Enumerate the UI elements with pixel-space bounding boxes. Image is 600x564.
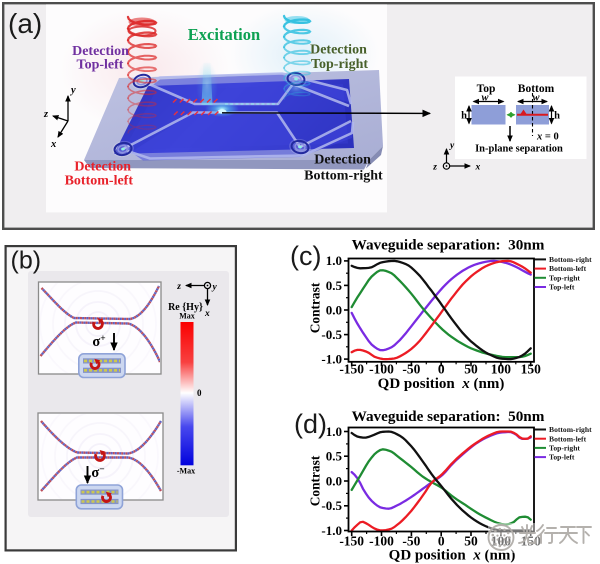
svg-text:Contrast: Contrast (308, 282, 323, 333)
svg-text:In-plane separation: In-plane separation (475, 144, 563, 155)
svg-text:(a): (a) (8, 8, 42, 39)
svg-text:QD position x (nm): QD position x (nm) (389, 548, 516, 564)
svg-text:w: w (481, 93, 489, 104)
svg-text:Top-left: Top-left (549, 453, 575, 462)
svg-text:-100: -100 (369, 362, 394, 377)
svg-text:0.0: 0.0 (326, 473, 342, 488)
svg-text:Top: Top (477, 83, 496, 95)
svg-text:x: x (475, 163, 481, 173)
svg-text:Excitation: Excitation (188, 25, 260, 44)
svg-text:Detection: Detection (310, 43, 367, 58)
svg-text:(c): (c) (290, 241, 321, 271)
svg-text:Waveguide separation: 50nm: Waveguide separation: 50nm (352, 408, 545, 425)
svg-text:Top-right: Top-right (549, 444, 580, 453)
svg-text:x: x (204, 309, 210, 319)
svg-text:Top-left: Top-left (549, 283, 575, 292)
svg-text:Bottom-left: Bottom-left (549, 264, 587, 273)
svg-text:-0.5: -0.5 (321, 327, 342, 342)
svg-text:Bottom-right: Bottom-right (549, 425, 592, 434)
svg-text:0.5: 0.5 (326, 449, 343, 464)
svg-text:-1.0: -1.0 (321, 351, 342, 366)
svg-text:Bottom: Bottom (518, 83, 555, 95)
svg-text:Detection: Detection (314, 153, 371, 168)
svg-text:-1.0: -1.0 (321, 523, 342, 538)
svg-text:0: 0 (438, 534, 445, 549)
svg-text:y: y (449, 141, 455, 151)
svg-text:Bottom-left: Bottom-left (65, 174, 134, 189)
svg-text:Contrast: Contrast (308, 455, 323, 506)
svg-text:Top-right: Top-right (549, 273, 580, 282)
svg-text:Re {Hy}: Re {Hy} (168, 302, 203, 313)
svg-text:(b): (b) (11, 247, 42, 275)
svg-text:Bottom-right: Bottom-right (549, 255, 592, 264)
svg-text:50: 50 (464, 534, 478, 549)
svg-text:-150: -150 (339, 534, 364, 549)
svg-text:1.0: 1.0 (326, 424, 342, 439)
svg-text:-100: -100 (369, 534, 394, 549)
svg-text:z: z (432, 163, 437, 173)
svg-text:z: z (176, 282, 181, 292)
svg-text:0.5: 0.5 (326, 278, 343, 293)
svg-text:-150: -150 (339, 362, 364, 377)
svg-text:Bottom-left: Bottom-left (549, 434, 587, 443)
svg-text:0.0: 0.0 (326, 302, 342, 317)
svg-text:-0.5: -0.5 (321, 498, 342, 513)
svg-text:100: 100 (491, 362, 512, 377)
svg-text:Detection: Detection (72, 44, 129, 59)
svg-text:w: w (532, 93, 540, 104)
svg-text:0: 0 (197, 388, 202, 398)
svg-text:h: h (554, 111, 560, 122)
svg-text:x = 0: x = 0 (536, 132, 559, 143)
svg-text:z: z (43, 109, 49, 120)
svg-text:x: x (50, 139, 56, 150)
svg-text:-Max: -Max (177, 467, 195, 476)
svg-text:Waveguide separation: 30nm: Waveguide separation: 30nm (352, 237, 545, 254)
svg-text:(d): (d) (294, 409, 327, 439)
svg-text:Max: Max (179, 312, 195, 321)
svg-text:Top-left: Top-left (77, 58, 124, 73)
svg-text:h: h (461, 111, 467, 122)
svg-text:y: y (69, 85, 76, 96)
svg-text:0: 0 (438, 362, 445, 377)
svg-text:Top-right: Top-right (311, 57, 368, 72)
svg-text:Detection: Detection (74, 160, 131, 175)
svg-text:50: 50 (464, 362, 478, 377)
svg-text:QD position x (nm): QD position x (nm) (378, 376, 505, 392)
svg-text:-50: -50 (402, 362, 420, 377)
svg-text:1.0: 1.0 (326, 253, 342, 268)
svg-text:150: 150 (521, 362, 542, 377)
svg-text:-50: -50 (402, 534, 420, 549)
svg-text:y: y (212, 283, 218, 293)
svg-text:Bottom-right: Bottom-right (304, 169, 383, 184)
